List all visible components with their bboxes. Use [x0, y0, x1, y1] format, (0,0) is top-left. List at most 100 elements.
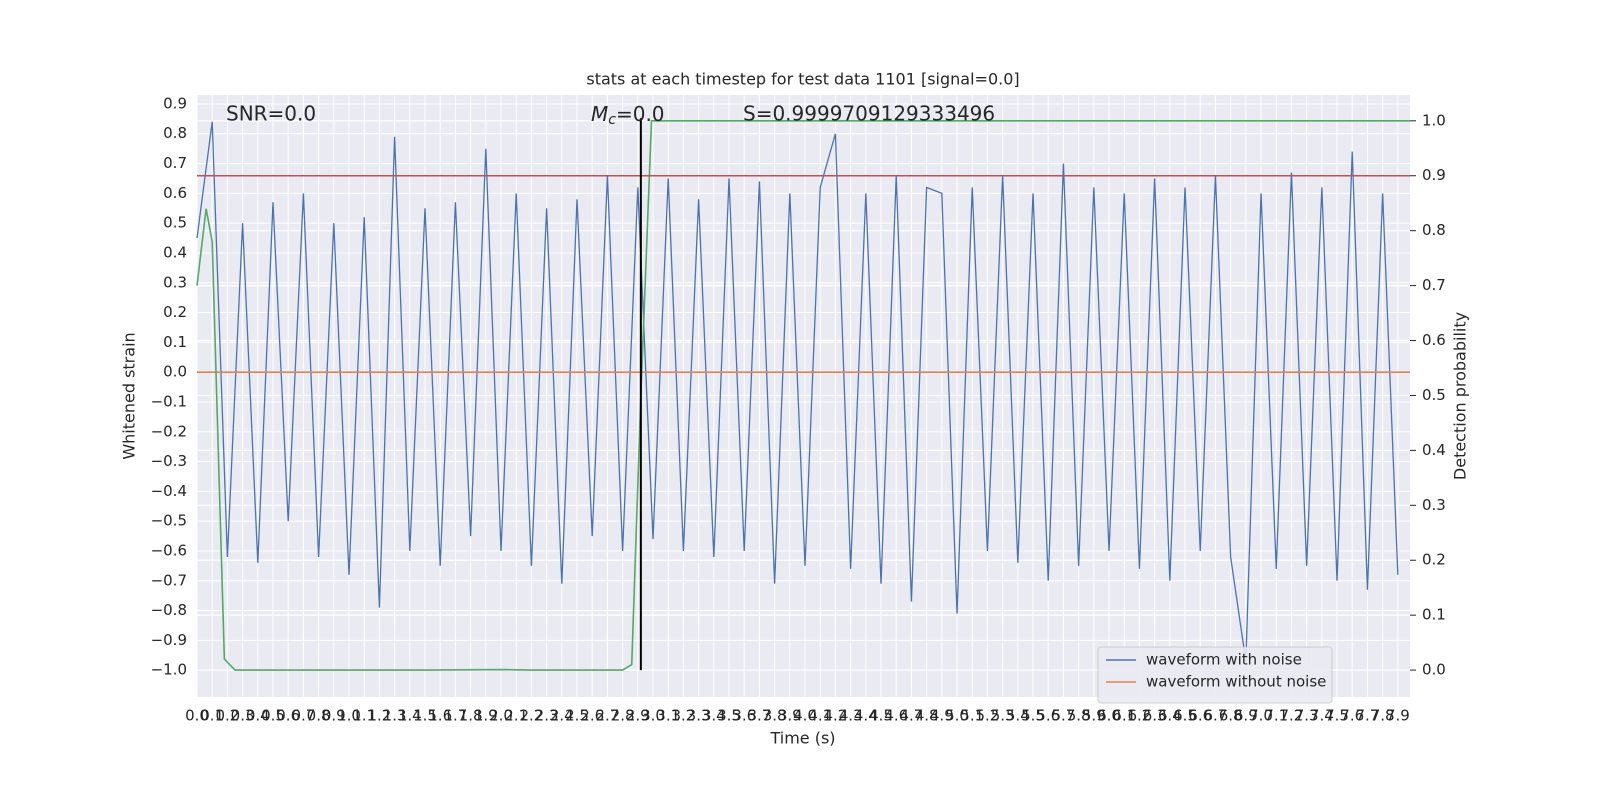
- y2-tick-label: 0.1: [1422, 606, 1446, 624]
- x-tick-label: 7.5: [1325, 707, 1349, 725]
- x-tick-label: 1.0: [337, 707, 361, 725]
- x-tick-label: 2.1: [504, 707, 528, 725]
- x-tick-label: 5.2: [975, 707, 999, 725]
- x-tick-label: 3.9: [778, 707, 802, 725]
- y2-tick-label: 0.0: [1422, 661, 1446, 679]
- y2-tick-label: 0.3: [1422, 496, 1446, 514]
- x-tick-label: 6.1: [1112, 707, 1136, 725]
- x-tick-label: 6.3: [1143, 707, 1167, 725]
- x-tick-label: 0.1: [200, 707, 224, 725]
- x-tick-label: 5.5: [1021, 707, 1045, 725]
- y-tick-label: −0.6: [151, 541, 187, 559]
- x-tick-label: 2.0: [489, 707, 513, 725]
- x-tick-label: 6.0: [1097, 707, 1121, 725]
- x-tick-label: 7.4: [1310, 707, 1334, 725]
- x-tick-label: 4.0: [793, 707, 817, 725]
- x-tick-label: 1.8: [459, 707, 483, 725]
- x-axis-label: Time (s): [769, 729, 835, 748]
- x-tick-label: 5.0: [945, 707, 969, 725]
- x-tick-label: 0.6: [276, 707, 300, 725]
- x-tick-label: 6.9: [1234, 707, 1258, 725]
- series-line: [196, 121, 1399, 662]
- x-tick-label: 1.1: [352, 707, 376, 725]
- x-tick-label: 7.9: [1386, 707, 1410, 725]
- x-tick-label: 3.1: [656, 707, 680, 725]
- x-tick-label: 0.3: [231, 707, 255, 725]
- x-tick-label: 6.7: [1204, 707, 1228, 725]
- x-tick-label: 0.2: [215, 707, 239, 725]
- mc-subscript: c: [608, 112, 616, 128]
- x-tick-label: 2.3: [535, 707, 559, 725]
- x-tick-label: 2.6: [580, 707, 604, 725]
- x-tick-label: 2.4: [550, 707, 574, 725]
- x-tick-label: 7.1: [1264, 707, 1288, 725]
- x-tick-label: 1.3: [383, 707, 407, 725]
- x-tick-label: 3.5: [717, 707, 741, 725]
- x-tick-label: 5.4: [1006, 707, 1030, 725]
- x-tick-label: 2.9: [626, 707, 650, 725]
- y-tick-label: 0.1: [163, 333, 187, 351]
- y2-tick-label: 0.6: [1422, 331, 1446, 349]
- x-tick-label: 7.3: [1295, 707, 1319, 725]
- y2-axis-label: Detection probability: [1451, 312, 1470, 480]
- mc-text: =0.0: [616, 102, 665, 126]
- x-tick-label: 4.9: [930, 707, 954, 725]
- legend-box: [1097, 646, 1333, 704]
- x-tick-label: 4.8: [915, 707, 939, 725]
- y-tick-label: 0.3: [163, 273, 187, 291]
- x-tick-label: 5.3: [991, 707, 1015, 725]
- x-tick-label: 7.8: [1371, 707, 1395, 725]
- x-tick-label: 4.1: [808, 707, 832, 725]
- x-tick-label: 2.2: [519, 707, 543, 725]
- x-tick-label: 0.9: [322, 707, 346, 725]
- y2-tick-label: 1.0: [1422, 111, 1446, 129]
- y2-tick-label: 0.9: [1422, 166, 1446, 184]
- x-tick-label: 5.6: [1036, 707, 1060, 725]
- y-tick-label: 0.5: [163, 214, 187, 232]
- y2-tick-label: 0.2: [1422, 551, 1446, 569]
- x-tick-label: 2.5: [565, 707, 589, 725]
- x-tick-label: 2.8: [611, 707, 635, 725]
- x-tick-label: 0.7: [291, 707, 315, 725]
- legend: waveform with noise waveform without nois…: [1097, 646, 1333, 704]
- y-axis-label: Whitened strain: [120, 332, 139, 459]
- legend-label: waveform without noise: [1146, 673, 1326, 691]
- x-tick-label: 4.7: [899, 707, 923, 725]
- chart-title: stats at each timestep for test data 110…: [586, 70, 1019, 89]
- x-tick-label: 4.6: [884, 707, 908, 725]
- y2-tick-label: 0.5: [1422, 386, 1446, 404]
- legend-label: waveform with noise: [1146, 651, 1302, 669]
- x-tick-label: 1.7: [443, 707, 467, 725]
- x-tick-label: 0.4: [246, 707, 270, 725]
- y-tick-label: 0.9: [163, 94, 187, 112]
- x-tick-label: 1.4: [398, 707, 422, 725]
- y2-tick-label: 0.4: [1422, 441, 1446, 459]
- y-tick-label: −0.3: [151, 452, 187, 470]
- y-tick-label: 0.8: [163, 124, 187, 142]
- x-tick-label: 4.5: [869, 707, 893, 725]
- x-tick-label: 6.6: [1188, 707, 1212, 725]
- x-tick-label: 6.5: [1173, 707, 1197, 725]
- x-tick-label: 5.8: [1067, 707, 1091, 725]
- y-tick-label: −0.5: [151, 512, 187, 530]
- x-tick-label: 7.0: [1249, 707, 1273, 725]
- y-tick-label: −0.2: [151, 422, 187, 440]
- annotation: S=0.9999709129333496: [743, 102, 995, 126]
- mc-symbol: M: [591, 102, 608, 126]
- x-tick-label: 0.5: [261, 707, 285, 725]
- x-tick-label: 4.3: [839, 707, 863, 725]
- x-tick-label: 5.9: [1082, 707, 1106, 725]
- x-tick-label: 0.8: [307, 707, 331, 725]
- y-tick-label: 0.6: [163, 184, 187, 202]
- x-tick-label: 5.7: [1051, 707, 1075, 725]
- x-tick-label: 5.1: [960, 707, 984, 725]
- x-tick-label: 7.6: [1340, 707, 1364, 725]
- x-tick-label: 3.8: [763, 707, 787, 725]
- x-tick-label: 1.6: [428, 707, 452, 725]
- x-tick-label: 1.5: [413, 707, 437, 725]
- y-tick-label: −0.7: [151, 571, 187, 589]
- x-tick-label: 6.4: [1158, 707, 1182, 725]
- x-tick-label: 7.7: [1356, 707, 1380, 725]
- x-tick-label: 3.3: [687, 707, 711, 725]
- y2-tick-label: 0.7: [1422, 276, 1446, 294]
